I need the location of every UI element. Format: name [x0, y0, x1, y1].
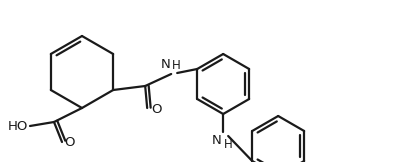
- Text: O: O: [64, 135, 74, 149]
- Text: O: O: [151, 103, 161, 116]
- Text: N: N: [160, 58, 170, 71]
- Text: HO: HO: [8, 120, 28, 133]
- Text: N: N: [211, 134, 221, 147]
- Text: H: H: [172, 59, 180, 72]
- Text: H: H: [224, 138, 232, 151]
